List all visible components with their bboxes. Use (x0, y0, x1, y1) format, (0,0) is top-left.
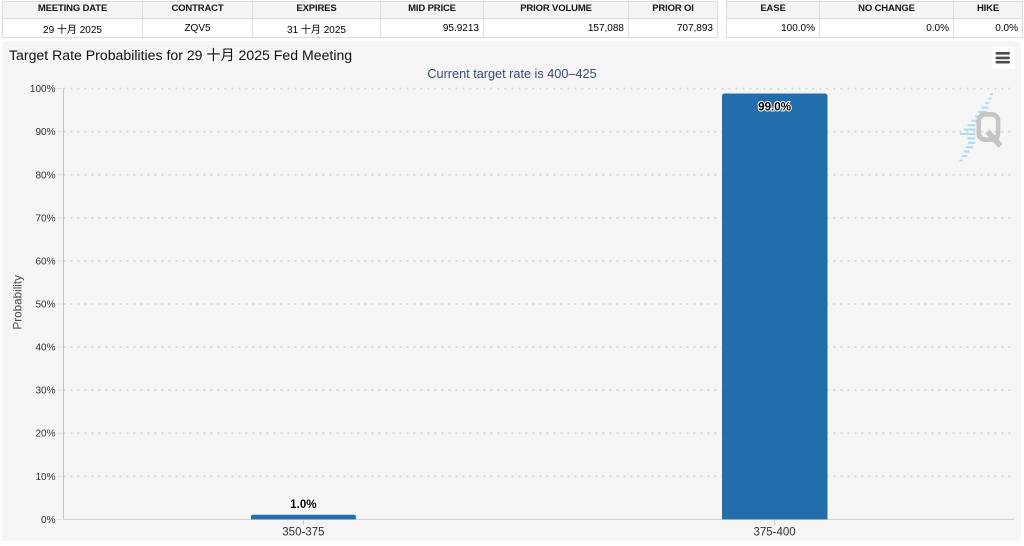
svg-text:30%: 30% (35, 386, 55, 397)
svg-text:10%: 10% (35, 472, 55, 483)
svg-text:Probability: Probability (12, 275, 25, 330)
svg-text:70%: 70% (35, 213, 55, 224)
svg-text:60%: 60% (35, 256, 55, 267)
svg-text:375-400: 375-400 (753, 527, 795, 539)
svg-text:90%: 90% (35, 127, 55, 138)
svg-text:40%: 40% (35, 343, 55, 354)
svg-text:350-375: 350-375 (282, 527, 324, 539)
svg-text:0%: 0% (41, 515, 56, 526)
svg-text:99.0%: 99.0% (758, 101, 791, 114)
svg-text:20%: 20% (35, 429, 55, 440)
svg-text:Current target rate is 400–425: Current target rate is 400–425 (427, 67, 596, 81)
svg-text:80%: 80% (35, 170, 55, 181)
svg-text:100%: 100% (30, 84, 56, 95)
svg-text:1.0%: 1.0% (290, 498, 316, 511)
svg-text:50%: 50% (35, 300, 55, 311)
svg-text:Target Rate Probabilities for: Target Rate Probabilities for 29 十月 2025… (9, 47, 352, 63)
